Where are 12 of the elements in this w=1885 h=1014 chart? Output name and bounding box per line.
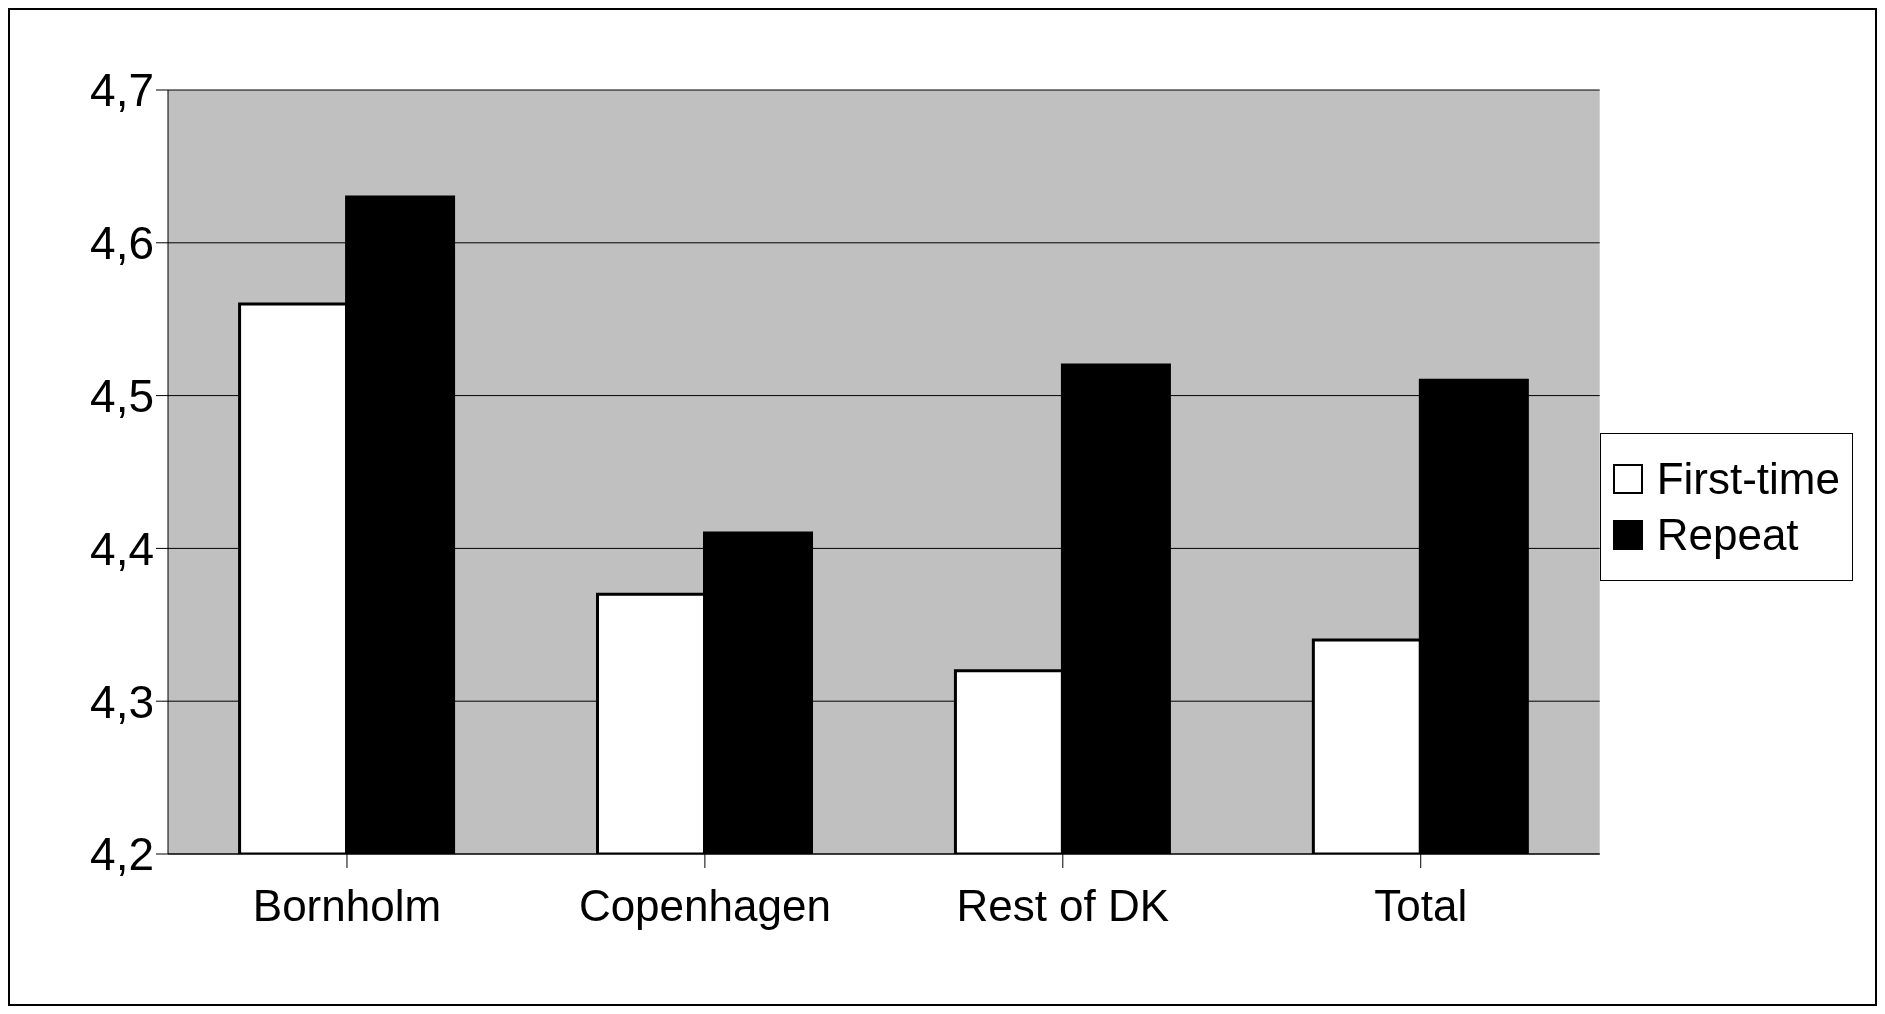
y-tick-label: 4,6 [90,217,154,270]
x-tick-label: Rest of DK [956,881,1170,931]
y-tick-label: 4,7 [90,64,154,117]
legend-label: Repeat [1656,510,1799,560]
legend-label: First-time [1656,454,1840,504]
y-tick-label: 4,5 [90,369,154,422]
y-tick-label: 4,2 [90,828,154,881]
y-tick-label: 4,4 [90,522,154,575]
y-tick-label: 4,3 [90,675,154,728]
x-tick-label: Bornholm [252,881,442,931]
x-tick-label: Copenhagen [578,881,831,931]
x-tick-label: Total [1374,881,1468,931]
